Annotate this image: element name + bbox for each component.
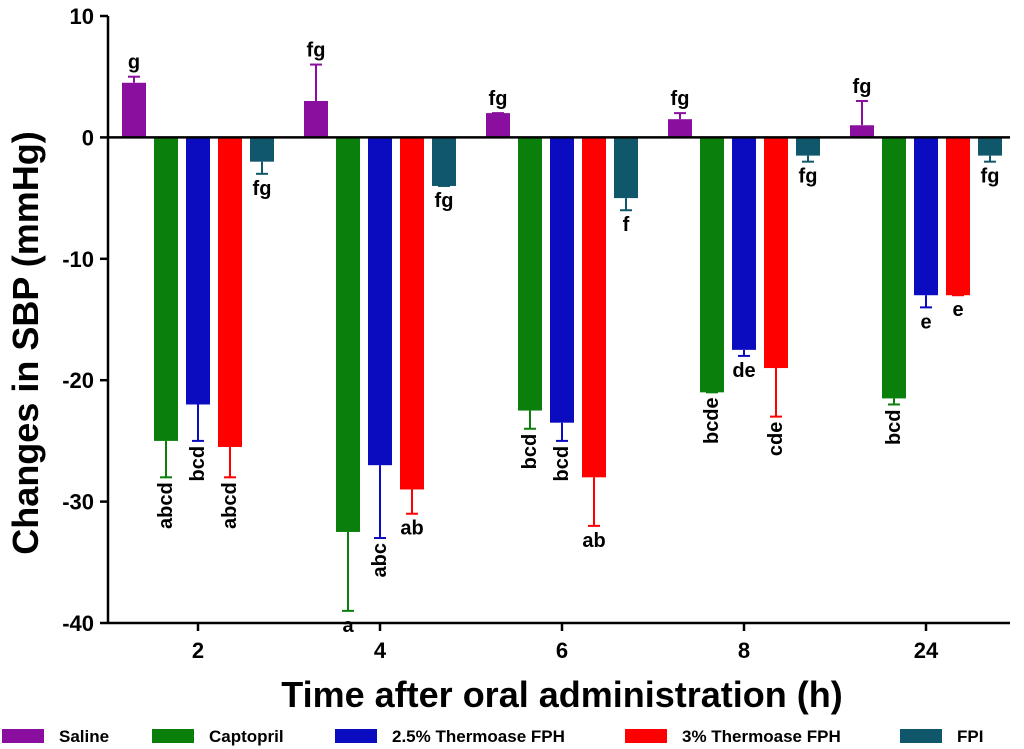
bar xyxy=(796,137,820,156)
axes-layer xyxy=(106,16,1010,625)
legend-label: FPI xyxy=(957,727,983,746)
y-tick-label: 0 xyxy=(82,125,94,150)
significance-label: fg xyxy=(253,178,272,200)
x-tick-label: 2 xyxy=(192,638,204,663)
significance-label: e xyxy=(952,299,963,321)
bar xyxy=(218,137,242,447)
bar xyxy=(154,137,178,441)
significance-label: abc xyxy=(369,543,391,577)
y-tick-label: 10 xyxy=(70,4,94,29)
bar xyxy=(486,113,510,138)
significance-label: fg xyxy=(435,190,454,212)
bar xyxy=(978,137,1002,156)
significance-label: bcd xyxy=(883,409,905,445)
legend-swatch xyxy=(2,729,44,743)
bar xyxy=(304,100,328,138)
y-tick-label: -30 xyxy=(62,490,94,515)
legend-swatch xyxy=(152,729,194,743)
x-tick-label: 24 xyxy=(914,638,939,663)
significance-label: e xyxy=(920,311,931,333)
x-tick-label: 6 xyxy=(556,638,568,663)
legend-label: Captopril xyxy=(209,727,284,746)
significance-label: cde xyxy=(765,422,787,456)
legend-swatch xyxy=(335,729,377,743)
bar xyxy=(914,137,938,296)
bar xyxy=(764,137,788,369)
y-ticks: 10 0 -10 -20 -30 -40 xyxy=(62,4,108,636)
bar xyxy=(668,119,692,138)
significance-label: ab xyxy=(582,530,605,552)
significance-label: bcde xyxy=(701,397,723,444)
bar xyxy=(732,137,756,350)
significance-label: abcd xyxy=(155,482,177,529)
legend-swatch xyxy=(900,729,942,743)
significance-label: abcd xyxy=(219,482,241,529)
legend-label: 2.5% Thermoase FPH xyxy=(392,727,565,746)
significance-label: ab xyxy=(400,518,423,540)
legend: Saline Captopril 2.5% Thermoase FPH 3% Ther… xyxy=(2,727,983,746)
bar xyxy=(946,137,970,296)
legend-label: 3% Thermoase FPH xyxy=(682,727,841,746)
y-tick-label: -20 xyxy=(62,368,94,393)
significance-label: fg xyxy=(489,88,508,110)
significance-label: fg xyxy=(671,88,690,110)
significance-label: de xyxy=(732,360,755,382)
x-axis-title: Time after oral administration (h) xyxy=(281,674,842,715)
legend-label: Saline xyxy=(59,727,109,746)
x-tick-label: 8 xyxy=(738,638,750,663)
significance-label: a xyxy=(342,615,354,637)
bar xyxy=(250,137,274,162)
bar xyxy=(368,137,392,466)
x-ticks: 2 4 6 8 24 xyxy=(192,623,939,663)
y-axis-title: Changes in SBP (mmHg) xyxy=(5,131,46,554)
bar xyxy=(518,137,542,411)
bar xyxy=(882,137,906,399)
significance-label: bcd xyxy=(519,434,541,470)
bar xyxy=(122,82,146,138)
bar xyxy=(614,137,638,199)
bar xyxy=(550,137,574,423)
significance-label: fg xyxy=(307,40,326,62)
significance-label: fg xyxy=(853,76,872,98)
bar xyxy=(336,137,360,532)
bar xyxy=(700,137,724,393)
significance-label: bcd xyxy=(551,446,573,482)
bar xyxy=(400,137,424,490)
significance-label: fg xyxy=(799,166,818,188)
x-tick-label: 4 xyxy=(374,638,387,663)
significance-label: fg xyxy=(981,166,1000,188)
significance-label: bcd xyxy=(187,446,209,482)
y-tick-label: -40 xyxy=(62,611,94,636)
bar xyxy=(582,137,606,478)
y-tick-label: -10 xyxy=(62,247,94,272)
legend-swatch xyxy=(625,729,667,743)
bar xyxy=(186,137,210,405)
bar xyxy=(432,137,456,186)
significance-label: g xyxy=(128,52,140,74)
significance-label: f xyxy=(623,214,630,236)
bar xyxy=(850,125,874,138)
